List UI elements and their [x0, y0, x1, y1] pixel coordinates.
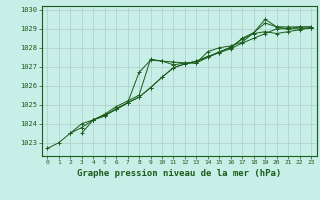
X-axis label: Graphe pression niveau de la mer (hPa): Graphe pression niveau de la mer (hPa) [77, 169, 281, 178]
